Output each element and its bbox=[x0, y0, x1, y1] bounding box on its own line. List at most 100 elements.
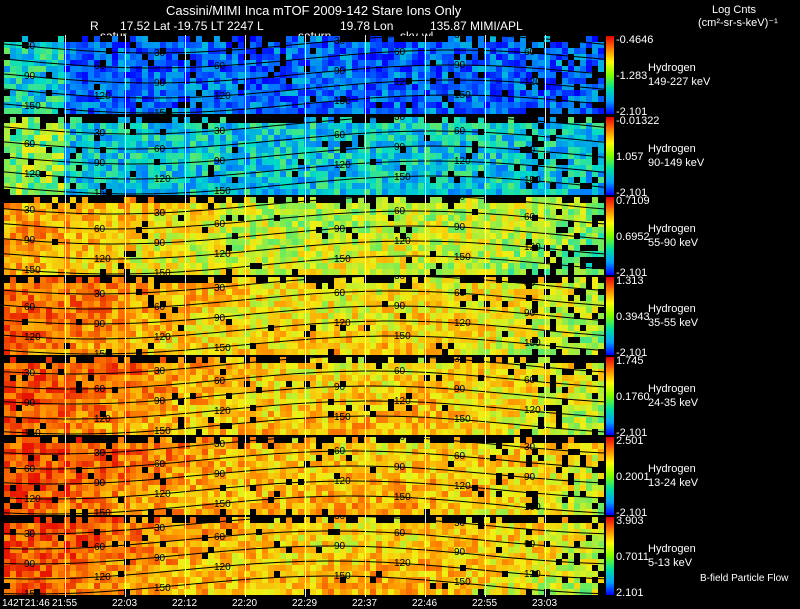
heat-cell bbox=[316, 135, 322, 141]
heat-cell bbox=[262, 189, 268, 195]
heat-cell bbox=[400, 36, 406, 42]
heat-cell bbox=[400, 295, 406, 301]
heat-cell bbox=[466, 301, 472, 307]
heat-cell bbox=[4, 123, 10, 129]
heat-cell bbox=[292, 283, 298, 289]
heat-cell bbox=[442, 171, 448, 177]
heat-cell bbox=[430, 129, 436, 135]
heat-cell bbox=[376, 117, 382, 123]
heat-cell bbox=[22, 177, 28, 183]
heat-cell bbox=[136, 48, 142, 54]
heat-cell bbox=[346, 189, 352, 195]
heat-cell bbox=[334, 90, 340, 96]
heat-cell bbox=[304, 209, 310, 215]
heat-cell bbox=[352, 239, 358, 245]
heat-cell bbox=[10, 269, 16, 275]
heat-cell bbox=[472, 215, 478, 221]
heat-cell bbox=[268, 221, 274, 227]
heat-cell bbox=[502, 277, 508, 283]
heat-cell bbox=[268, 239, 274, 245]
heat-cell bbox=[304, 42, 310, 48]
heat-cell bbox=[418, 42, 424, 48]
heat-cell bbox=[142, 78, 148, 84]
heat-cell bbox=[178, 135, 184, 141]
heat-cell bbox=[586, 117, 592, 123]
heat-cell bbox=[496, 84, 502, 90]
heat-cell bbox=[370, 159, 376, 165]
contour-label: 60 bbox=[334, 130, 346, 142]
heat-cell bbox=[406, 135, 412, 141]
heat-cell bbox=[454, 277, 460, 283]
heat-cell bbox=[580, 60, 586, 66]
heat-cell bbox=[574, 159, 580, 165]
heat-cell bbox=[598, 277, 604, 283]
heat-cell bbox=[538, 78, 544, 84]
heat-cell bbox=[598, 245, 604, 251]
heat-cell bbox=[214, 227, 220, 233]
heat-cell bbox=[298, 289, 304, 295]
heat-cell bbox=[280, 289, 286, 295]
heat-cell bbox=[310, 313, 316, 319]
heat-cell bbox=[388, 78, 394, 84]
heat-cell bbox=[64, 215, 70, 221]
heat-cell bbox=[88, 84, 94, 90]
heat-cell bbox=[556, 102, 562, 108]
heat-cell bbox=[10, 96, 16, 102]
heat-cell bbox=[46, 283, 52, 289]
heat-cell bbox=[52, 177, 58, 183]
heat-cell bbox=[142, 189, 148, 195]
heat-cell bbox=[406, 221, 412, 227]
heat-cell bbox=[340, 129, 346, 135]
heat-cell bbox=[322, 233, 328, 239]
heat-cell bbox=[298, 90, 304, 96]
heat-cell bbox=[316, 307, 322, 313]
heat-cell bbox=[286, 227, 292, 233]
heat-cell bbox=[574, 221, 580, 227]
heat-cell bbox=[172, 36, 178, 42]
heat-cell bbox=[514, 251, 520, 257]
heat-cell bbox=[34, 153, 40, 159]
heat-cell bbox=[16, 283, 22, 289]
heat-cell bbox=[292, 54, 298, 60]
heat-cell bbox=[28, 269, 34, 275]
heat-cell bbox=[46, 289, 52, 295]
heat-cell bbox=[586, 147, 592, 153]
heat-cell bbox=[148, 48, 154, 54]
contour-label: 90 bbox=[94, 158, 106, 170]
heat-cell bbox=[340, 153, 346, 159]
heat-cell bbox=[154, 301, 160, 307]
heat-cell bbox=[154, 245, 160, 251]
heat-cell bbox=[226, 36, 232, 42]
heat-cell bbox=[550, 123, 556, 129]
heat-cell bbox=[532, 78, 538, 84]
heat-cell bbox=[400, 245, 406, 251]
heat-cell bbox=[166, 84, 172, 90]
heat-cell bbox=[214, 319, 220, 325]
heat-cell bbox=[460, 117, 466, 123]
heat-cell bbox=[160, 36, 166, 42]
heat-cell bbox=[262, 177, 268, 183]
contour-label: 30 bbox=[154, 208, 166, 220]
heat-cell bbox=[160, 233, 166, 239]
heat-cell bbox=[262, 36, 268, 42]
heat-cell bbox=[490, 257, 496, 263]
heat-cell bbox=[40, 42, 46, 48]
heat-cell bbox=[226, 257, 232, 263]
heat-cell bbox=[310, 269, 316, 275]
heat-cell bbox=[22, 221, 28, 227]
heat-cell bbox=[34, 203, 40, 209]
heat-cell bbox=[388, 90, 394, 96]
heat-cell bbox=[250, 313, 256, 319]
heat-cell bbox=[214, 325, 220, 331]
heat-cell bbox=[142, 313, 148, 319]
heat-cell bbox=[118, 319, 124, 325]
contour-label: 150 bbox=[334, 96, 351, 108]
heat-cell bbox=[226, 277, 232, 283]
heat-cell bbox=[532, 96, 538, 102]
heat-cell bbox=[328, 209, 334, 215]
heat-cell bbox=[46, 141, 52, 147]
heat-cell bbox=[556, 301, 562, 307]
heat-cell bbox=[340, 209, 346, 215]
heat-cell bbox=[376, 84, 382, 90]
heat-cell bbox=[118, 78, 124, 84]
